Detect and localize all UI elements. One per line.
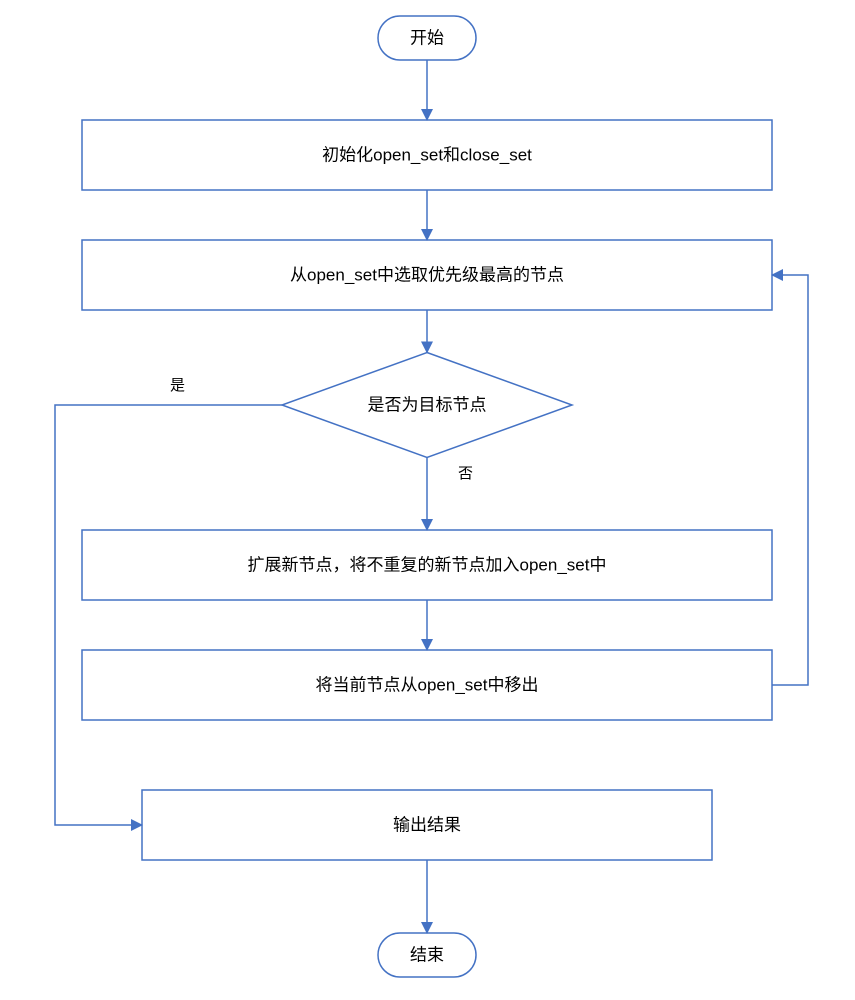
node-select-label: 从open_set中选取优先级最高的节点 (290, 265, 564, 284)
node-output-label: 输出结果 (393, 815, 461, 834)
node-expand-label: 扩展新节点，将不重复的新节点加入open_set中 (248, 555, 607, 574)
node-init: 初始化open_set和close_set (82, 120, 772, 190)
node-decide-label: 是否为目标节点 (368, 395, 487, 414)
node-expand: 扩展新节点，将不重复的新节点加入open_set中 (82, 530, 772, 600)
edge-label-否: 否 (458, 465, 473, 482)
node-end-label: 结束 (410, 945, 444, 964)
node-output: 输出结果 (142, 790, 712, 860)
edge-loop-back (772, 275, 808, 685)
node-decide: 是否为目标节点 (282, 353, 572, 458)
node-start-label: 开始 (410, 28, 444, 47)
node-select: 从open_set中选取优先级最高的节点 (82, 240, 772, 310)
node-remove: 将当前节点从open_set中移出 (82, 650, 772, 720)
node-start: 开始 (378, 16, 476, 60)
node-end: 结束 (378, 933, 476, 977)
edge-yes-branch (55, 405, 282, 825)
node-init-label: 初始化open_set和close_set (322, 145, 532, 164)
flowchart-canvas: 开始初始化open_set和close_set 从open_set中选取优先级最高… (0, 0, 855, 1000)
node-remove-label: 将当前节点从open_set中移出 (316, 675, 539, 694)
edge-label-yes-branch: 是 (170, 377, 185, 394)
